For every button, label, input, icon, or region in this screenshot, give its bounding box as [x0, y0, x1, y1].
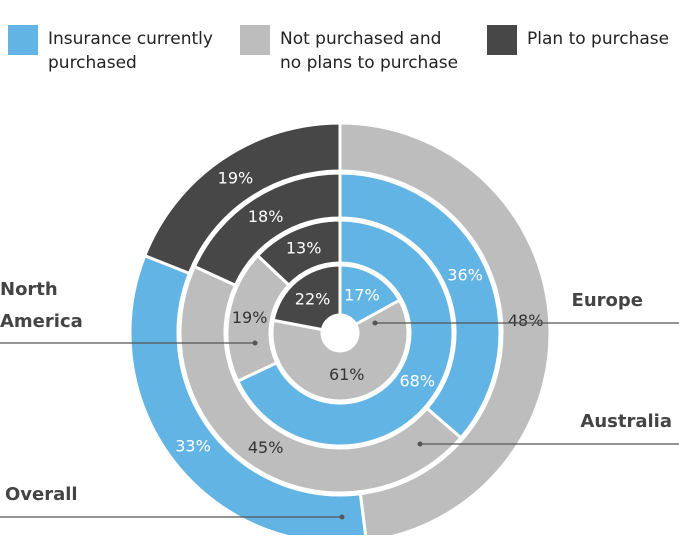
rings	[128, 121, 552, 539]
ring-segment	[235, 218, 455, 448]
value-label: 19%	[218, 169, 254, 188]
ring-label-line: America	[0, 311, 83, 332]
legend-label: Plan to purchase	[527, 29, 669, 49]
legend-swatch	[8, 25, 38, 55]
legend-label: Insurance currently purchased	[48, 29, 213, 73]
leader-dot	[372, 320, 378, 326]
ring-segment	[255, 218, 342, 288]
ring-segment	[338, 171, 502, 440]
ring-segment	[192, 171, 342, 288]
ring-label: Europe	[572, 290, 643, 311]
leader-dot	[252, 340, 258, 346]
legend-line: no plans to purchase	[280, 53, 458, 73]
value-label: 48%	[508, 311, 544, 330]
legend-swatch	[240, 25, 270, 55]
value-label: 22%	[295, 289, 331, 308]
legend-line: purchased	[48, 53, 137, 73]
ring-segment	[142, 121, 342, 276]
value-label: 18%	[248, 207, 284, 226]
ring-segment	[338, 121, 552, 539]
ring-segment	[128, 253, 368, 539]
legend-label: Not purchased and no plans to purchase	[280, 29, 458, 73]
leader-dot	[339, 514, 345, 520]
value-label: 36%	[447, 265, 483, 284]
overlay: Insurance currently purchased Not purchase…	[0, 25, 679, 520]
ring-segment	[178, 264, 464, 495]
legend-line: Not purchased and	[280, 29, 441, 49]
ring-label-line: North	[0, 279, 58, 300]
ring-label: Overall	[5, 484, 78, 505]
center-hole	[323, 316, 357, 350]
value-label: 68%	[399, 372, 435, 391]
value-label: 17%	[344, 285, 380, 304]
value-label: 33%	[175, 437, 211, 456]
value-label: 13%	[286, 239, 322, 258]
legend-line: Insurance currently	[48, 29, 213, 49]
leader-dot	[417, 441, 423, 447]
ring-segment	[270, 298, 410, 403]
value-label: 45%	[248, 438, 284, 457]
ring-label: North America	[0, 279, 83, 332]
ring-label: Australia	[580, 411, 672, 432]
ring-segment	[271, 263, 342, 332]
value-label: 61%	[329, 365, 365, 384]
value-label: 19%	[232, 308, 268, 327]
legend-swatch	[487, 25, 517, 55]
ring-segment	[338, 263, 402, 327]
